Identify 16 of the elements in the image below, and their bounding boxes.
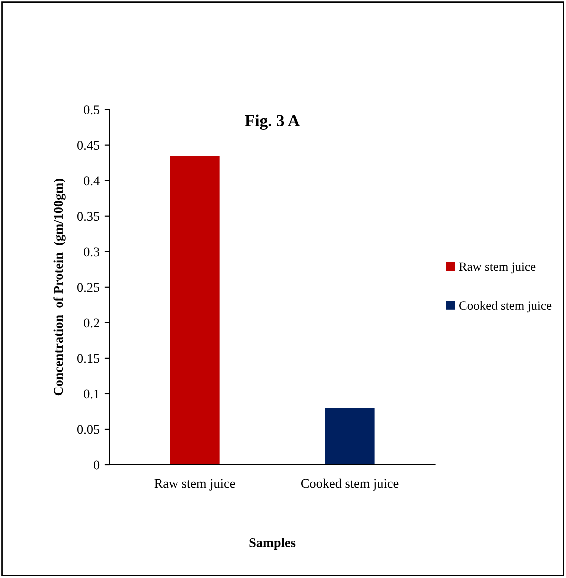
x-axis-title: Samples	[250, 538, 296, 550]
y-tick-label: 0.15	[77, 354, 100, 364]
y-tick-label: 0	[94, 460, 100, 470]
y-tick-label: 0.5	[84, 106, 100, 115]
y-tick-label: 0.35	[77, 212, 100, 222]
legend-label: Cooked stem juice	[460, 301, 552, 313]
y-tick-label: 0.2	[84, 318, 100, 328]
y-tick-label: 0.05	[77, 425, 100, 434]
y-tick-label: 0.1	[84, 390, 100, 399]
y-tick-label: 0.45	[77, 141, 100, 150]
y-tick-label: 0.4	[84, 176, 100, 186]
chart-title: Fig. 3 A	[245, 114, 300, 130]
y-axis-title: Concentration of Protein (gm/100gm)	[54, 179, 66, 396]
legend-label: Raw stem juice	[459, 262, 536, 274]
y-tick-label: 0.3	[84, 248, 100, 257]
y-tick-label: 0.25	[77, 283, 100, 292]
